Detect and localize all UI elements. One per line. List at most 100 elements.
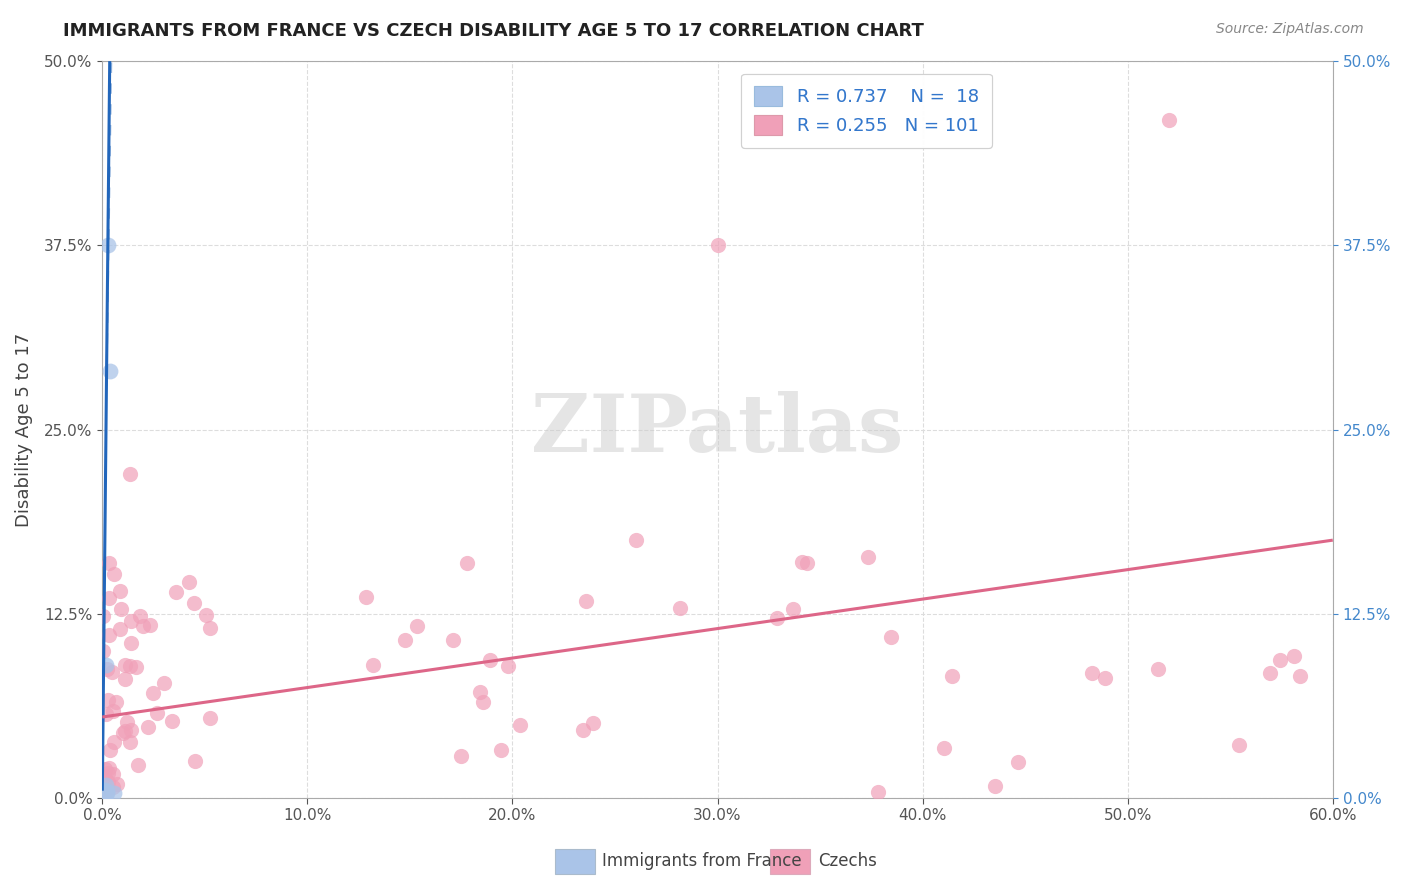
Point	[97, 591, 120, 605]
Point	[120, 735, 142, 749]
Point	[91, 784, 114, 798]
Point	[97, 693, 120, 707]
Point	[96, 662, 118, 676]
Point	[1289, 669, 1312, 683]
Point	[120, 659, 142, 673]
Point	[101, 780, 124, 794]
Text: Source: ZipAtlas.com: Source: ZipAtlas.com	[1216, 22, 1364, 37]
Point	[184, 754, 207, 768]
Point	[1094, 671, 1116, 685]
Point	[100, 665, 122, 680]
Legend: R = 0.737    N =  18, R = 0.255   N = 101: R = 0.737 N = 18, R = 0.255 N = 101	[741, 74, 991, 148]
Point	[129, 609, 152, 624]
Point	[1282, 649, 1305, 664]
Point	[165, 585, 187, 599]
Point	[98, 556, 121, 570]
Point	[94, 778, 117, 792]
Point	[110, 602, 132, 616]
Point	[574, 594, 596, 608]
Point	[136, 720, 159, 734]
Point	[669, 601, 692, 615]
Point	[96, 786, 118, 800]
Point	[114, 724, 136, 739]
Point	[1080, 666, 1102, 681]
Point	[96, 658, 118, 673]
Point	[93, 788, 115, 802]
Point	[115, 715, 138, 730]
Point	[509, 717, 531, 731]
Point	[441, 632, 464, 647]
Point	[103, 704, 125, 718]
Point	[94, 762, 117, 776]
Point	[183, 596, 205, 610]
Point	[868, 785, 890, 799]
Point	[96, 784, 118, 798]
Point	[160, 714, 183, 728]
Point	[394, 633, 416, 648]
Point	[93, 782, 115, 797]
Point	[142, 686, 165, 700]
Text: ZIPatlas: ZIPatlas	[531, 391, 904, 468]
Text: Immigrants from France: Immigrants from France	[602, 852, 801, 870]
Point	[405, 619, 427, 633]
Point	[98, 743, 121, 757]
Point	[93, 783, 115, 797]
Point	[132, 619, 155, 633]
Point	[1147, 662, 1170, 676]
Point	[105, 777, 128, 791]
Point	[93, 769, 115, 783]
Point	[198, 710, 221, 724]
Point	[792, 555, 814, 569]
Point	[624, 533, 647, 547]
Point	[103, 566, 125, 581]
Point	[361, 657, 384, 672]
Point	[479, 653, 502, 667]
Point	[93, 789, 115, 804]
Point	[108, 583, 131, 598]
Point	[198, 621, 221, 635]
Point	[114, 673, 136, 687]
Point	[93, 789, 115, 804]
Point	[120, 614, 142, 628]
Point	[941, 669, 963, 683]
Point	[125, 660, 148, 674]
Text: Czechs: Czechs	[818, 852, 877, 870]
Point	[195, 607, 218, 622]
Point	[1227, 738, 1250, 752]
Point	[96, 765, 118, 780]
Point	[706, 238, 728, 252]
Point	[1157, 113, 1180, 128]
Point	[856, 550, 879, 565]
Point	[118, 467, 141, 481]
Point	[1007, 756, 1029, 770]
Point	[1268, 653, 1291, 667]
Point	[97, 628, 120, 642]
Point	[98, 364, 121, 378]
Point	[1258, 665, 1281, 680]
Point	[93, 769, 115, 783]
Point	[138, 617, 160, 632]
Point	[496, 659, 519, 673]
Point	[582, 715, 605, 730]
Point	[153, 676, 176, 690]
Point	[450, 748, 472, 763]
Point	[932, 740, 955, 755]
Point	[105, 695, 128, 709]
Point	[91, 608, 114, 623]
Point	[103, 735, 125, 749]
Point	[146, 706, 169, 721]
Point	[91, 788, 114, 802]
Point	[97, 761, 120, 775]
Point	[468, 685, 491, 699]
Point	[120, 723, 142, 738]
Point	[456, 556, 478, 570]
Point	[112, 725, 135, 739]
Point	[177, 575, 200, 590]
Point	[127, 757, 149, 772]
Point	[114, 658, 136, 673]
Point	[97, 238, 120, 252]
Point	[984, 779, 1007, 793]
Point	[796, 557, 818, 571]
Y-axis label: Disability Age 5 to 17: Disability Age 5 to 17	[15, 333, 32, 527]
Point	[93, 643, 115, 657]
